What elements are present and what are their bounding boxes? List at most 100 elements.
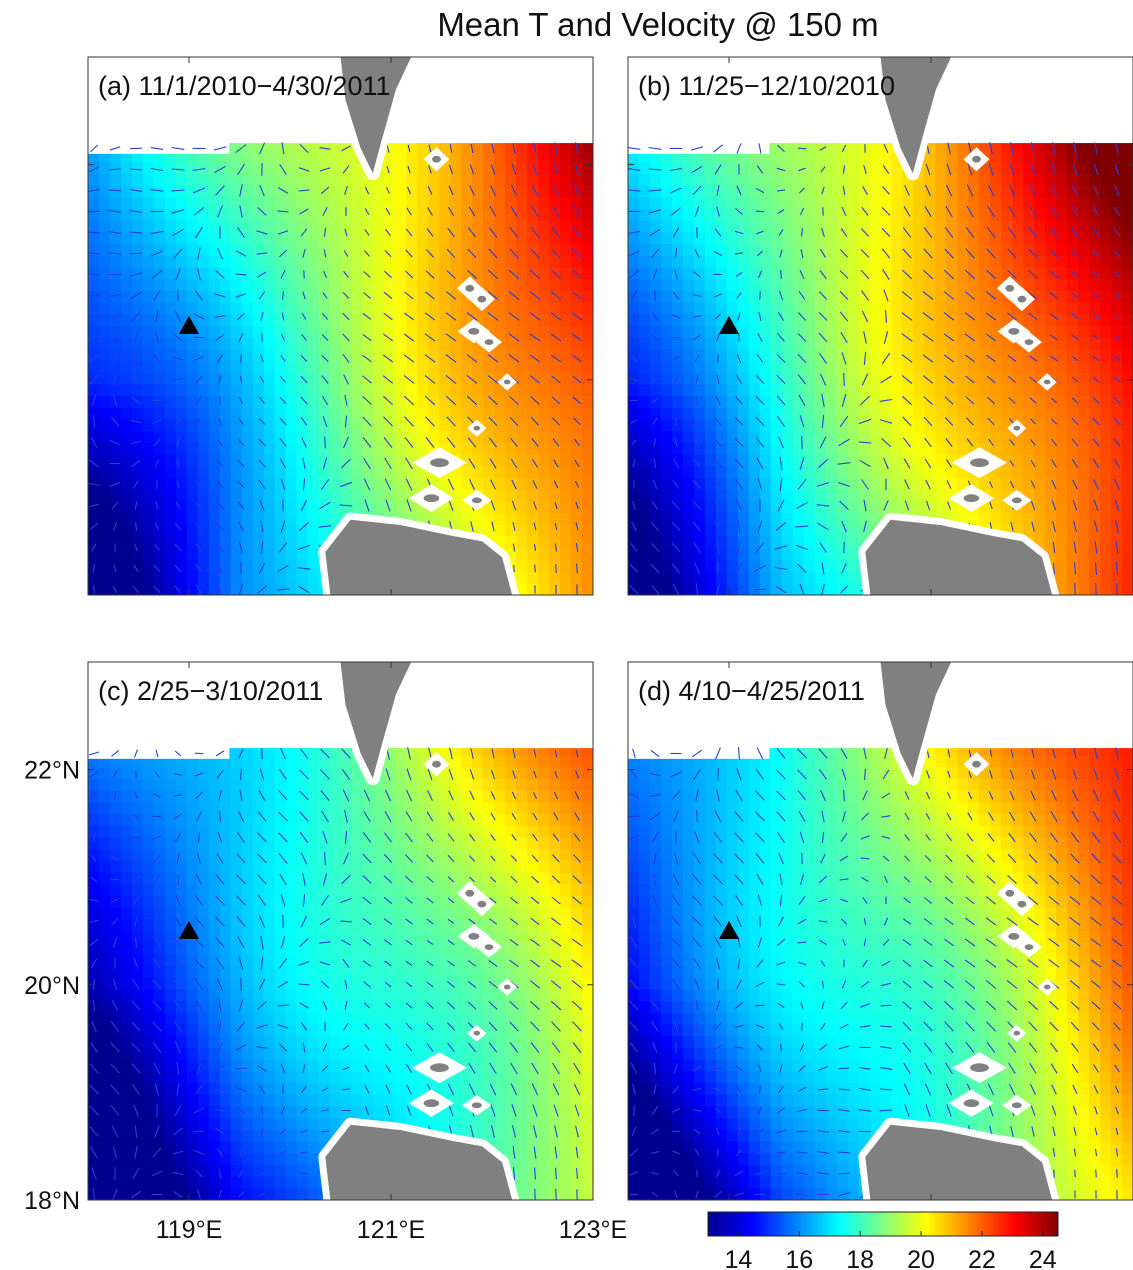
colorbar: 14 16 18 20 22 24	[707, 1211, 1059, 1270]
panel-plot-area	[628, 57, 1133, 595]
island	[471, 1102, 482, 1109]
land-luzon	[325, 519, 513, 595]
panel-frame	[87, 56, 594, 596]
panels: (a) 11/1/2010−4/30/2011 (b) 11/25−12/10/2…	[87, 56, 1133, 1201]
island	[1008, 328, 1020, 335]
island	[1017, 900, 1027, 908]
island	[1013, 1030, 1021, 1036]
station-marker	[179, 921, 199, 939]
island	[503, 379, 511, 385]
panel-c: (c) 2/25−3/10/2011	[87, 661, 594, 1201]
island	[473, 1030, 481, 1036]
land	[318, 57, 520, 595]
island	[465, 284, 475, 292]
panel-label: (c) 2/25−3/10/2011	[98, 676, 323, 706]
island	[465, 889, 475, 897]
velocity-vectors	[628, 747, 1123, 1200]
island	[970, 458, 989, 468]
island	[503, 984, 511, 990]
island	[430, 1063, 449, 1073]
velocity-vectors	[628, 141, 1122, 595]
land-luzon	[865, 1124, 1053, 1200]
island	[1043, 984, 1051, 990]
island	[1005, 284, 1015, 292]
panel-plot-area	[88, 662, 593, 1200]
island	[423, 1099, 440, 1108]
panel-b: (b) 11/25−12/10/2010	[627, 56, 1133, 596]
island	[471, 497, 482, 504]
y-tick-label: 22°N	[24, 757, 80, 785]
land-luzon	[865, 519, 1053, 595]
island	[468, 933, 480, 940]
x-tick-label: 121°E	[357, 1216, 425, 1244]
island	[432, 760, 441, 768]
island	[1011, 1102, 1022, 1109]
colorbar-tick-label: 24	[1029, 1246, 1057, 1270]
colorbar-tick-label: 14	[725, 1246, 753, 1270]
island	[970, 1063, 989, 1073]
island	[1011, 497, 1022, 504]
panel-ticks	[88, 57, 594, 596]
colorbar-tick-label: 16	[785, 1246, 813, 1270]
panel-ticks	[628, 662, 1133, 1201]
axis-labels: 119°E 121°E 123°E 22°N 20°N 18°N	[24, 757, 627, 1244]
island	[423, 494, 440, 503]
y-tick-label: 18°N	[24, 1187, 80, 1215]
island	[1024, 944, 1034, 950]
no-data-top-left	[88, 57, 230, 154]
figure-title: Mean T and Velocity @ 150 m	[437, 6, 878, 43]
land-taiwan	[880, 57, 952, 174]
island	[430, 458, 449, 468]
station-marker	[719, 921, 739, 939]
land-taiwan	[340, 57, 412, 174]
island	[473, 425, 481, 431]
island	[1013, 425, 1021, 431]
island	[1024, 339, 1034, 345]
x-tick-label: 119°E	[156, 1216, 223, 1244]
station-marker	[179, 316, 199, 334]
colorbar-tick-label: 18	[846, 1246, 874, 1270]
panel-frame	[87, 661, 594, 1201]
panel-label: (a) 11/1/2010−4/30/2011	[98, 71, 391, 101]
no-data-top-left	[88, 662, 230, 759]
land	[858, 662, 1060, 1200]
land	[318, 662, 520, 1200]
land-taiwan	[340, 662, 412, 779]
island	[1008, 933, 1020, 940]
island	[972, 760, 981, 768]
colorbar-tick-label: 20	[907, 1246, 935, 1270]
y-tick-label: 20°N	[24, 972, 80, 1000]
island	[477, 295, 487, 303]
station-marker	[719, 316, 739, 334]
island	[484, 944, 494, 950]
panel-plot-area	[88, 57, 593, 595]
panel-ticks	[88, 662, 594, 1201]
island	[1043, 379, 1051, 385]
panel-ticks	[628, 57, 1133, 596]
colorbar-tick-label: 22	[968, 1246, 996, 1270]
panel-label: (d) 4/10−4/25/2011	[638, 676, 865, 706]
island	[432, 155, 441, 163]
panel-plot-area	[628, 662, 1133, 1200]
panel-frame	[627, 56, 1133, 596]
no-data-top-left	[628, 662, 770, 759]
island	[484, 339, 494, 345]
panel-a: (a) 11/1/2010−4/30/2011	[87, 56, 594, 596]
panel-label: (b) 11/25−12/10/2010	[638, 71, 895, 101]
land-luzon	[325, 1124, 513, 1200]
island	[468, 328, 480, 335]
island	[963, 494, 980, 503]
panel-d: (d) 4/10−4/25/2011	[627, 661, 1133, 1201]
panel-frame	[627, 661, 1133, 1201]
island	[477, 900, 487, 908]
x-tick-label: 123°E	[559, 1216, 627, 1244]
island	[972, 155, 981, 163]
land-taiwan	[880, 662, 952, 779]
island	[963, 1099, 980, 1108]
island	[1017, 295, 1027, 303]
land	[858, 57, 1060, 595]
island	[1005, 889, 1015, 897]
colorbar-gradient	[707, 1211, 1059, 1237]
no-data-top-left	[628, 57, 770, 154]
